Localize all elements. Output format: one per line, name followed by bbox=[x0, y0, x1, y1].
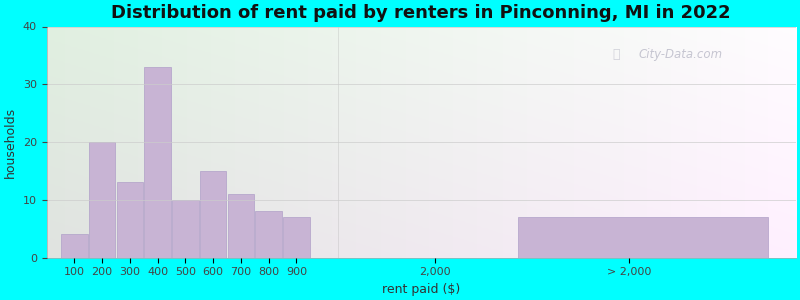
Bar bbox=[200, 171, 226, 258]
Bar bbox=[89, 142, 115, 258]
Bar bbox=[518, 217, 768, 258]
Bar bbox=[61, 235, 87, 258]
Bar bbox=[255, 211, 282, 258]
Bar bbox=[117, 182, 143, 258]
Text: 🔍: 🔍 bbox=[612, 48, 620, 61]
X-axis label: rent paid ($): rent paid ($) bbox=[382, 283, 460, 296]
Bar bbox=[228, 194, 254, 258]
Y-axis label: households: households bbox=[4, 106, 17, 178]
Bar bbox=[283, 217, 310, 258]
Text: City-Data.com: City-Data.com bbox=[638, 48, 722, 61]
Title: Distribution of rent paid by renters in Pinconning, MI in 2022: Distribution of rent paid by renters in … bbox=[111, 4, 731, 22]
Bar bbox=[172, 200, 198, 258]
Bar bbox=[144, 67, 170, 258]
